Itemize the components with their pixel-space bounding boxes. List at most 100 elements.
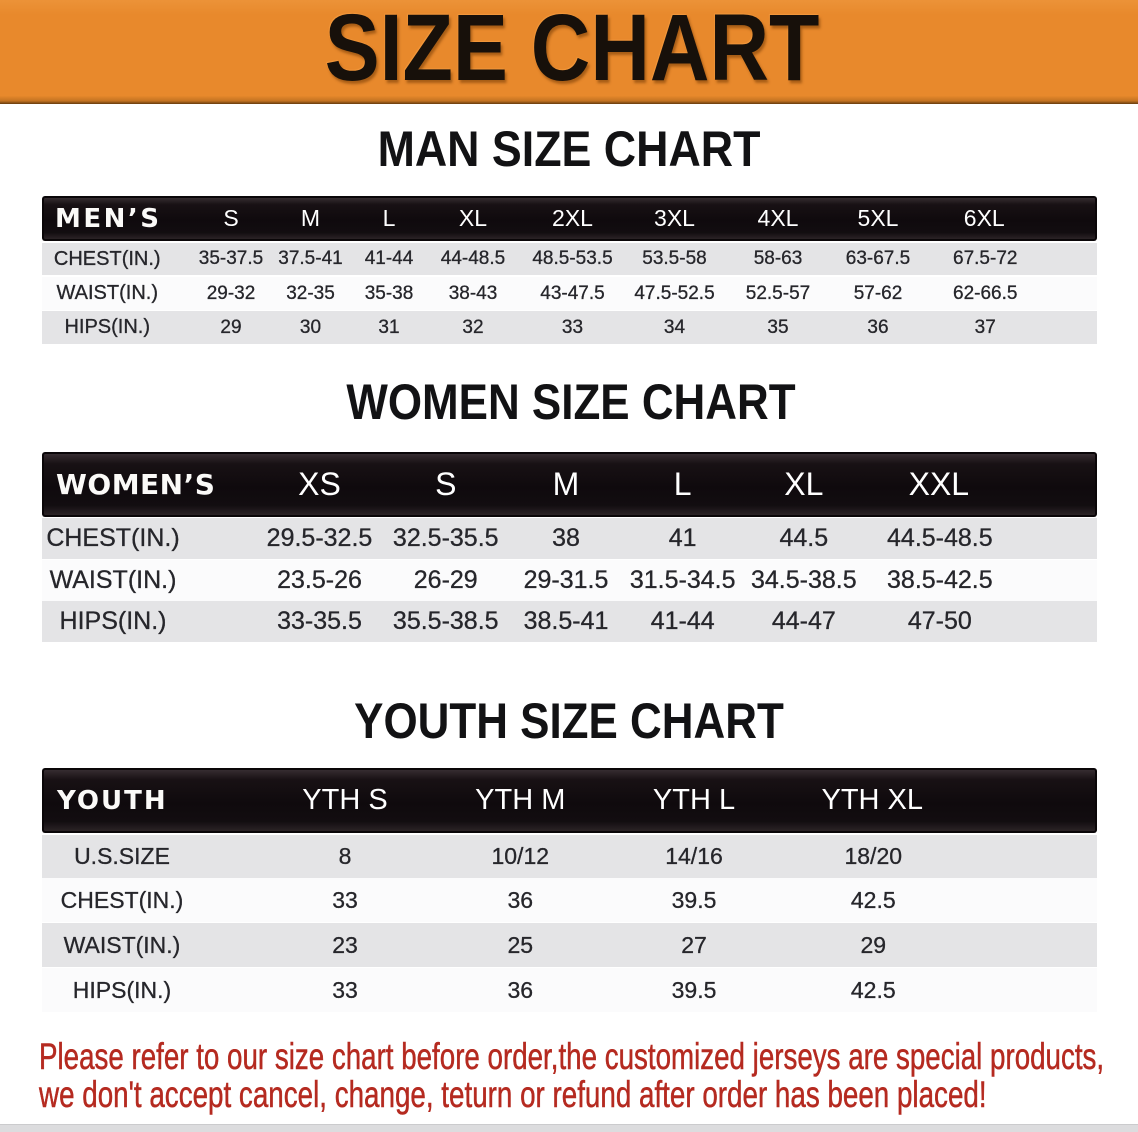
size-value: 53.5-58 xyxy=(626,241,723,275)
size-value: 47-50 xyxy=(864,601,1097,642)
size-value: 67.5-72 xyxy=(922,241,1097,275)
size-value: 48.5-53.5 xyxy=(518,241,627,275)
size-column-header: YTH XL xyxy=(780,768,1097,833)
youth-size-chart-heading: YOUTH SIZE CHART xyxy=(354,693,784,749)
size-column-header: 6XL xyxy=(922,196,1097,241)
size-value: 39.5 xyxy=(607,967,781,1012)
size-value: 38-43 xyxy=(427,275,519,310)
size-value: 44-47 xyxy=(742,601,865,642)
size-value: 37 xyxy=(922,310,1097,344)
youth-table-name: YOUTH xyxy=(42,768,257,833)
size-value: 29-31.5 xyxy=(509,559,623,601)
size-value: 29.5-32.5 xyxy=(257,517,382,559)
size-value: 34 xyxy=(626,310,723,344)
size-value: 39.5 xyxy=(607,878,781,922)
size-value: 32.5-35.5 xyxy=(382,517,510,559)
table-row: CHEST(IN.) 33 36 39.5 42.5 xyxy=(42,878,1097,922)
size-value: 37.5-41 xyxy=(270,241,351,275)
table-header-row: WOMEN’S XS S M L XL XXL xyxy=(42,452,1097,517)
size-value: 44-48.5 xyxy=(427,241,519,275)
size-value: 10/12 xyxy=(433,833,608,878)
size-column-header: 3XL xyxy=(626,196,723,241)
size-value: 29-32 xyxy=(191,275,271,310)
size-value: 8 xyxy=(257,833,433,878)
size-value: 33 xyxy=(257,878,433,922)
size-value: 44.5-48.5 xyxy=(864,517,1097,559)
table-row: WAIST(IN.) 23.5-26 26-29 29-31.5 31.5-34… xyxy=(42,559,1097,601)
size-value: 35-37.5 xyxy=(191,241,271,275)
size-value: 41-44 xyxy=(622,601,743,642)
size-value: 23 xyxy=(257,922,433,967)
size-value: 26-29 xyxy=(382,559,510,601)
size-column-header: YTH M xyxy=(433,768,608,833)
size-value: 42.5 xyxy=(780,967,1097,1012)
size-column-header: M xyxy=(270,196,351,241)
women-size-chart-heading: WOMEN SIZE CHART xyxy=(346,374,796,430)
size-column-header: S xyxy=(382,452,510,517)
size-value: 38.5-42.5 xyxy=(864,559,1097,601)
size-value: 41 xyxy=(622,517,743,559)
size-value: 44.5 xyxy=(742,517,865,559)
size-column-header: XL xyxy=(742,452,865,517)
size-value: 30 xyxy=(270,310,351,344)
banner-title: SIZE CHART xyxy=(324,0,820,101)
row-label: CHEST(IN.) xyxy=(42,878,257,922)
size-value: 38.5-41 xyxy=(509,601,623,642)
size-column-header: S xyxy=(191,196,271,241)
size-value: 25 xyxy=(433,922,608,967)
size-value: 14/16 xyxy=(607,833,781,878)
size-column-header: L xyxy=(350,196,428,241)
size-column-header: M xyxy=(509,452,623,517)
size-value: 57-62 xyxy=(833,275,923,310)
size-value: 36 xyxy=(433,878,608,922)
table-header-row: MEN’S S M L XL 2XL 3XL 4XL 5XL 6XL xyxy=(42,196,1097,241)
disclaimer-line-2: we don't accept cancel, change, teturn o… xyxy=(39,1074,987,1115)
size-value: 31 xyxy=(350,310,428,344)
table-row: HIPS(IN.) 33 36 39.5 42.5 xyxy=(42,967,1097,1012)
size-value: 33 xyxy=(518,310,627,344)
size-column-header: YTH S xyxy=(257,768,433,833)
bottom-divider xyxy=(0,1124,1138,1132)
row-label: U.S.SIZE xyxy=(42,833,257,878)
size-column-header: 2XL xyxy=(518,196,627,241)
size-column-header: XS xyxy=(257,452,382,517)
row-label: WAIST(IN.) xyxy=(42,922,257,967)
size-value: 35 xyxy=(722,310,834,344)
row-label: WAIST(IN.) xyxy=(42,275,192,310)
row-label: HIPS(IN.) xyxy=(42,310,192,344)
size-value: 35.5-38.5 xyxy=(382,601,510,642)
table-row: WAIST(IN.) 23 25 27 29 xyxy=(42,922,1097,967)
size-value: 29 xyxy=(191,310,271,344)
size-value: 32 xyxy=(427,310,519,344)
size-value: 35-38 xyxy=(350,275,428,310)
size-value: 47.5-52.5 xyxy=(626,275,723,310)
table-row: WAIST(IN.) 29-32 32-35 35-38 38-43 43-47… xyxy=(42,275,1097,310)
size-column-header: XXL xyxy=(864,452,1097,517)
size-value: 36 xyxy=(833,310,923,344)
size-value: 58-63 xyxy=(722,241,834,275)
size-column-header: 4XL xyxy=(722,196,834,241)
women-size-table: WOMEN’S XS S M L XL XXL CHEST(IN.) 29.5-… xyxy=(42,452,1097,642)
table-row: U.S.SIZE 8 10/12 14/16 18/20 xyxy=(42,833,1097,878)
size-column-header: 5XL xyxy=(833,196,923,241)
table-row: CHEST(IN.) 35-37.5 37.5-41 41-44 44-48.5… xyxy=(42,241,1097,275)
row-label: HIPS(IN.) xyxy=(42,601,257,642)
disclaimer-note: Please refer to our size chart before or… xyxy=(39,1037,1119,1115)
size-value: 63-67.5 xyxy=(833,241,923,275)
size-value: 27 xyxy=(607,922,781,967)
row-label: CHEST(IN.) xyxy=(42,241,192,275)
size-value: 62-66.5 xyxy=(922,275,1097,310)
youth-size-table: YOUTH YTH S YTH M YTH L YTH XL U.S.SIZE … xyxy=(42,768,1097,1012)
size-value: 32-35 xyxy=(270,275,351,310)
size-value: 18/20 xyxy=(780,833,1097,878)
size-column-header: L xyxy=(622,452,743,517)
size-column-header: XL xyxy=(427,196,519,241)
table-row: HIPS(IN.) 29 30 31 32 33 34 35 36 37 xyxy=(42,310,1097,344)
size-value: 38 xyxy=(509,517,623,559)
table-row: CHEST(IN.) 29.5-32.5 32.5-35.5 38 41 44.… xyxy=(42,517,1097,559)
size-value: 52.5-57 xyxy=(722,275,834,310)
row-label: HIPS(IN.) xyxy=(42,967,257,1012)
row-label: WAIST(IN.) xyxy=(42,559,257,601)
size-value: 29 xyxy=(780,922,1097,967)
